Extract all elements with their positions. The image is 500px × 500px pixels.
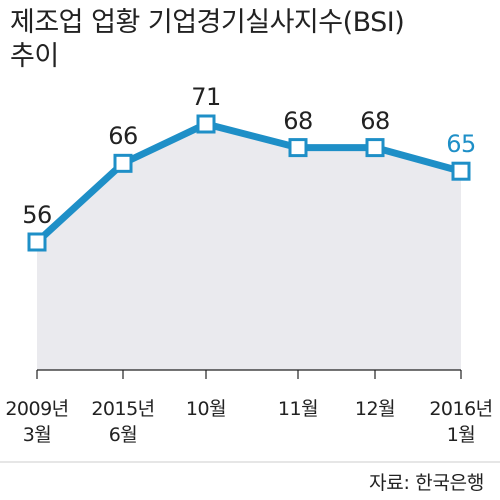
- data-point-3: [288, 138, 308, 158]
- data-point-1: [113, 153, 133, 173]
- x-tick-label-1: 2015년 6월: [88, 396, 158, 448]
- x-tick-label-5-line-0: 2016년: [429, 398, 493, 420]
- x-tick-label-0-line-1: 3월: [22, 424, 52, 446]
- x-tick-label-0: 2009년 3월: [2, 396, 72, 448]
- x-tick-label-2: 10월: [171, 396, 241, 422]
- x-tick-label-2-line-0: 10월: [185, 398, 227, 420]
- data-point-5: [451, 161, 471, 181]
- chart-title: 제조업 업황 기업경기실사지수(BSI) 추이: [10, 6, 405, 74]
- data-label-4: 68: [360, 106, 390, 135]
- x-tick-label-5-line-1: 1월: [446, 424, 476, 446]
- data-label-2: 71: [191, 83, 221, 111]
- x-tick-label-4: 12월: [340, 396, 410, 422]
- data-label-1: 66: [108, 122, 138, 151]
- x-tick-label-3: 11월: [263, 396, 333, 422]
- area-fill: [37, 124, 461, 370]
- data-point-0: [27, 232, 47, 252]
- x-tick-label-4-line-0: 12월: [354, 398, 396, 420]
- x-tick-label-3-line-0: 11월: [277, 398, 319, 420]
- data-label-0: 56: [22, 201, 52, 229]
- x-tick-label-1-line-0: 2015년: [91, 398, 155, 420]
- data-point-2: [196, 114, 216, 134]
- chart-title-line-1: 제조업 업황 기업경기실사지수(BSI): [10, 7, 405, 38]
- x-tick-label-1-line-1: 6월: [108, 424, 138, 446]
- chart-title-line-2: 추이: [10, 41, 59, 72]
- series-line: [34, 120, 462, 245]
- source-credit: 자료: 한국은행: [369, 472, 484, 494]
- data-point-4: [365, 138, 385, 158]
- data-label-5: 65: [446, 130, 476, 159]
- x-tick-label-5: 2016년 1월: [426, 396, 496, 448]
- x-tick-label-0-line-0: 2009년: [5, 398, 69, 420]
- data-label-3: 68: [283, 106, 313, 135]
